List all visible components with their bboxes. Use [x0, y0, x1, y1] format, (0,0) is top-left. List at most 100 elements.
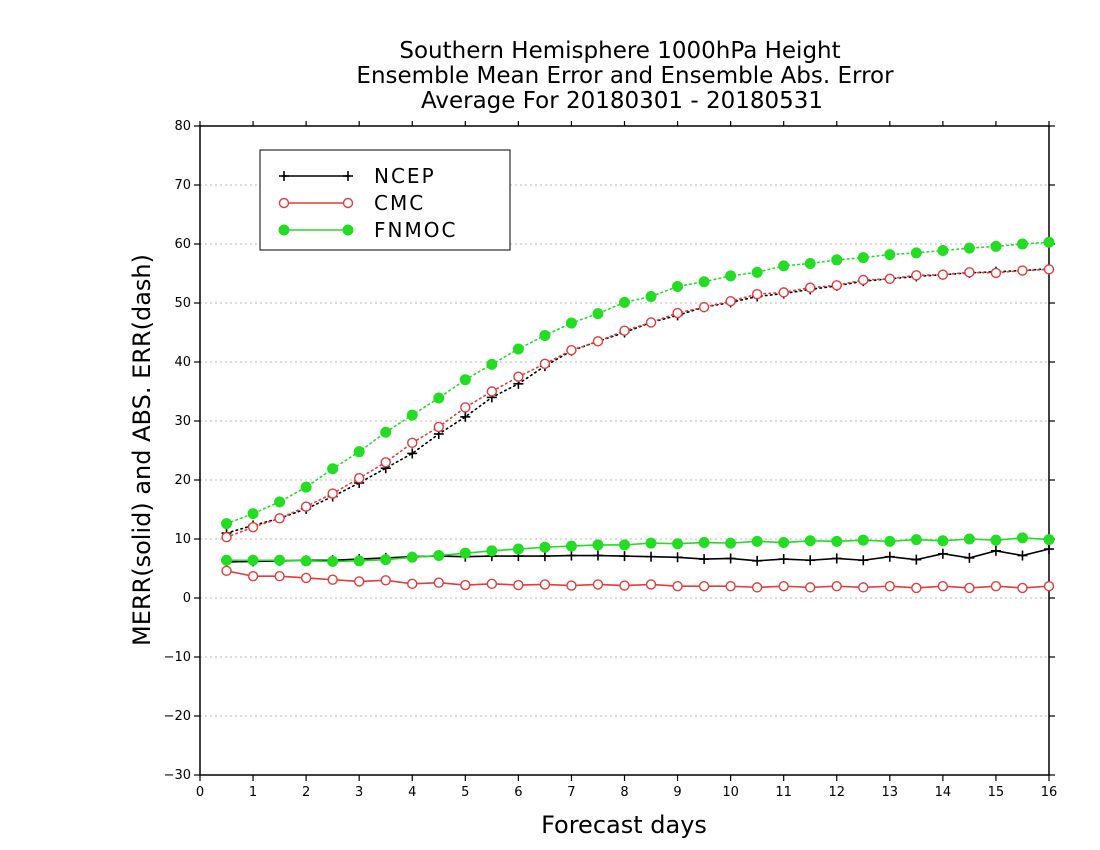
point-fnmoc-abs-error [539, 329, 551, 341]
point-fnmoc-mean-error [406, 551, 418, 563]
point-cmc-mean-error [460, 579, 471, 591]
point-cmc-mean-error [1017, 582, 1028, 594]
point-fnmoc-mean-error [725, 537, 737, 549]
y-tick-label: −30 [164, 768, 191, 783]
point-cmc-mean-error [513, 579, 524, 591]
point-fnmoc-abs-error [221, 518, 233, 530]
point-cmc-abs-error [937, 269, 949, 280]
point-cmc-abs-error [513, 371, 524, 382]
point-fnmoc-mean-error [327, 555, 339, 567]
point-cmc-mean-error [858, 582, 869, 593]
point-cmc-abs-error [805, 282, 816, 293]
point-fnmoc-abs-error [831, 254, 843, 266]
point-fnmoc-mean-error [380, 554, 392, 566]
chart-title: Southern Hemisphere 1000hPa Height Ensem… [356, 38, 894, 114]
point-fnmoc-abs-error [884, 249, 896, 261]
point-cmc-abs-error [964, 267, 975, 278]
series-line-cmc-mean-error [226, 570, 1050, 589]
point-cmc-mean-error [300, 572, 312, 584]
point-cmc-mean-error [751, 582, 763, 593]
title-line-3: Average For 20180301 - 20180531 [421, 88, 823, 114]
point-fnmoc-abs-error [274, 496, 286, 508]
point-fnmoc-mean-error [831, 535, 843, 547]
point-cmc-abs-error [858, 274, 869, 286]
point-fnmoc-mean-error [539, 541, 551, 553]
point-fnmoc-mean-error [433, 550, 445, 562]
x-tick-label: 6 [514, 785, 522, 800]
point-cmc-mean-error [698, 581, 710, 592]
point-cmc-abs-error [1043, 264, 1055, 275]
point-fnmoc-abs-error [592, 308, 604, 320]
point-fnmoc-mean-error [459, 547, 471, 559]
point-fnmoc-abs-error [751, 266, 763, 278]
legend-label-cmc: CMC [374, 191, 425, 215]
legend-label-ncep: NCEP [374, 164, 436, 188]
point-cmc-abs-error [327, 488, 338, 499]
point-cmc-mean-error [247, 570, 259, 582]
series-ncep [221, 263, 1054, 568]
point-cmc-mean-error [221, 565, 232, 577]
point-fnmoc-mean-error [274, 554, 286, 566]
point-fnmoc-mean-error [486, 545, 498, 557]
point-fnmoc-abs-error [963, 242, 975, 254]
point-fnmoc-mean-error [247, 554, 259, 566]
point-fnmoc-mean-error [645, 537, 657, 549]
point-cmc-mean-error [645, 579, 657, 590]
title-line-1: Southern Hemisphere 1000hPa Height [399, 38, 840, 64]
point-fnmoc-mean-error [512, 543, 524, 555]
point-cmc-abs-error [751, 288, 763, 300]
x-tick-label: 9 [673, 785, 681, 800]
x-tick-label: 5 [461, 785, 469, 800]
point-cmc-abs-error [247, 522, 259, 533]
legend-box [259, 149, 511, 251]
x-tick-label: 13 [882, 785, 899, 800]
point-fnmoc-mean-error [963, 533, 975, 545]
point-cmc-abs-error [539, 358, 551, 369]
point-fnmoc-mean-error [672, 538, 684, 550]
point-fnmoc-mean-error [353, 555, 365, 567]
y-tick-label: −20 [164, 709, 191, 724]
point-cmc-mean-error [964, 582, 975, 594]
point-cmc-mean-error [274, 570, 285, 582]
point-fnmoc-abs-error [433, 392, 445, 404]
point-fnmoc-mean-error [804, 535, 816, 547]
x-tick-label: 16 [1041, 785, 1058, 800]
point-cmc-abs-error [645, 317, 657, 328]
series-fnmoc [221, 236, 1055, 567]
y-tick-label: 40 [174, 355, 191, 370]
point-fnmoc-abs-error [698, 276, 710, 288]
y-tick-label: 20 [174, 473, 191, 488]
point-fnmoc-mean-error [565, 540, 577, 552]
point-cmc-mean-error [937, 581, 949, 592]
point-fnmoc-abs-error [1016, 238, 1028, 250]
point-cmc-mean-error [831, 581, 842, 592]
point-fnmoc-abs-error [778, 260, 790, 272]
y-tick-label: 30 [174, 414, 191, 429]
point-fnmoc-mean-error [857, 534, 869, 546]
y-tick-label: 60 [174, 237, 191, 252]
point-cmc-mean-error [1043, 581, 1055, 592]
point-cmc-mean-error [327, 574, 338, 585]
point-fnmoc-abs-error [910, 247, 922, 259]
y-tick-label: 10 [174, 532, 191, 547]
point-cmc-abs-error [990, 267, 1002, 279]
x-tick-label: 10 [722, 785, 739, 800]
point-cmc-mean-error [884, 581, 896, 592]
point-fnmoc-abs-error [406, 409, 418, 421]
point-fnmoc-mean-error [300, 555, 312, 567]
point-cmc-mean-error [539, 579, 551, 590]
point-fnmoc-abs-error [565, 317, 577, 329]
point-cmc-mean-error [725, 581, 736, 592]
point-cmc-abs-error [831, 280, 842, 291]
point-cmc-abs-error [672, 307, 683, 319]
point-cmc-abs-error [592, 336, 604, 347]
point-cmc-abs-error [725, 296, 736, 307]
x-tick-label: 14 [935, 785, 952, 800]
point-fnmoc-mean-error [910, 534, 922, 546]
point-cmc-abs-error [460, 402, 471, 413]
point-cmc-abs-error [911, 270, 922, 281]
point-cmc-mean-error [619, 580, 630, 591]
y-tick-label: 70 [174, 178, 191, 193]
point-fnmoc-abs-error [380, 426, 392, 438]
